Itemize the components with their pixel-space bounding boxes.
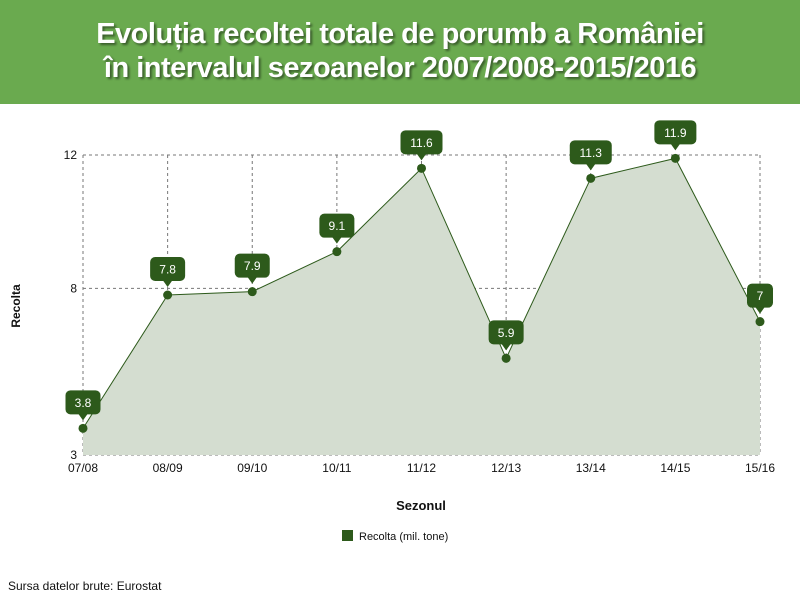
header-banner: Evoluția recoltei totale de porumb a Rom… — [0, 0, 800, 104]
data-point — [670, 153, 680, 163]
data-label-bubble — [569, 140, 612, 165]
data-label-pointer — [670, 143, 681, 151]
data-label-pointer — [501, 343, 512, 351]
data-label-pointer — [162, 280, 173, 287]
data-label: 11.9 — [654, 120, 697, 151]
legend-swatch — [342, 530, 353, 541]
data-label-text: 11.6 — [410, 136, 433, 150]
data-point — [501, 353, 511, 363]
data-label-bubble — [654, 120, 697, 145]
y-tick-label: 12 — [64, 148, 78, 162]
x-tick-label: 14/15 — [660, 461, 690, 475]
data-points — [78, 153, 765, 433]
data-label-text: 7.8 — [159, 263, 176, 277]
x-tick-label: 15/16 — [745, 461, 775, 475]
data-label-text: 5.9 — [498, 326, 515, 340]
data-label-text: 11.9 — [664, 126, 687, 140]
data-label-text: 9.1 — [329, 219, 346, 233]
x-tick-label: 08/09 — [153, 461, 183, 475]
area-layer — [82, 157, 761, 456]
data-label-bubble — [747, 283, 773, 308]
data-label-pointer — [755, 306, 765, 314]
data-label-bubble — [150, 257, 186, 281]
data-label-text: 7 — [757, 289, 764, 303]
x-tick-label: 07/08 — [68, 461, 98, 475]
x-tick-label: 12/13 — [491, 461, 521, 475]
data-label-bubble — [234, 253, 270, 278]
data-label-bubble — [400, 130, 443, 155]
data-point — [332, 247, 342, 257]
x-tick-label: 13/14 — [576, 461, 606, 475]
data-point — [78, 423, 88, 433]
data-label-bubble — [319, 213, 355, 238]
data-label-bubble — [488, 320, 524, 345]
y-tick-label: 8 — [70, 281, 77, 295]
data-label-pointer — [331, 236, 342, 244]
data-label-pointer — [416, 153, 427, 161]
chart-title-line-2: în intervalul sezoanelor 2007/2008-2015/… — [103, 52, 697, 84]
legend: Recolta (mil. tone) — [342, 530, 448, 543]
data-point — [755, 317, 765, 327]
data-label-pointer — [585, 163, 596, 171]
data-point — [586, 173, 596, 183]
data-label: 11.6 — [400, 130, 443, 161]
data-label: 3.8 — [65, 390, 101, 421]
x-tick-label: 11/12 — [407, 461, 436, 475]
data-label: 11.3 — [569, 140, 612, 171]
data-point — [247, 287, 257, 297]
legend-label: Recolta (mil. tone) — [359, 531, 448, 543]
data-label: 9.1 — [319, 213, 355, 244]
data-point — [163, 290, 173, 300]
data-label: 7 — [747, 283, 773, 314]
x-tick-label: 09/10 — [237, 461, 267, 475]
data-label-pointer — [247, 276, 258, 284]
data-label-bubble — [65, 390, 101, 415]
y-tick-label: 3 — [70, 448, 77, 462]
data-point — [417, 163, 426, 173]
data-label-text: 3.8 — [75, 396, 92, 410]
data-label-pointer — [78, 413, 88, 421]
data-label: 5.9 — [488, 320, 524, 351]
data-label: 7.8 — [150, 257, 186, 287]
chart-title-line-1: Evoluția recoltei totale de porumb a Rom… — [96, 18, 704, 50]
source-note: Sursa datelor brute: Eurostat — [8, 579, 162, 593]
data-label: 7.9 — [234, 253, 270, 284]
data-label-text: 7.9 — [244, 259, 261, 273]
tick-labels: 07/08 08/09 09/10 10/11 11/12 12/13 13/14 14/15… — [64, 148, 776, 475]
data-labels: 3.8 7.8 7.9 9.1 11.6 5.9 11.3 11.9 7 — [65, 120, 773, 421]
x-axis-label: Sezonul — [396, 498, 446, 513]
area-fill — [83, 158, 760, 456]
data-label-text: 11.3 — [580, 146, 603, 160]
x-tick-label: 10/11 — [322, 461, 351, 475]
y-axis-label: Recolta — [9, 284, 23, 328]
